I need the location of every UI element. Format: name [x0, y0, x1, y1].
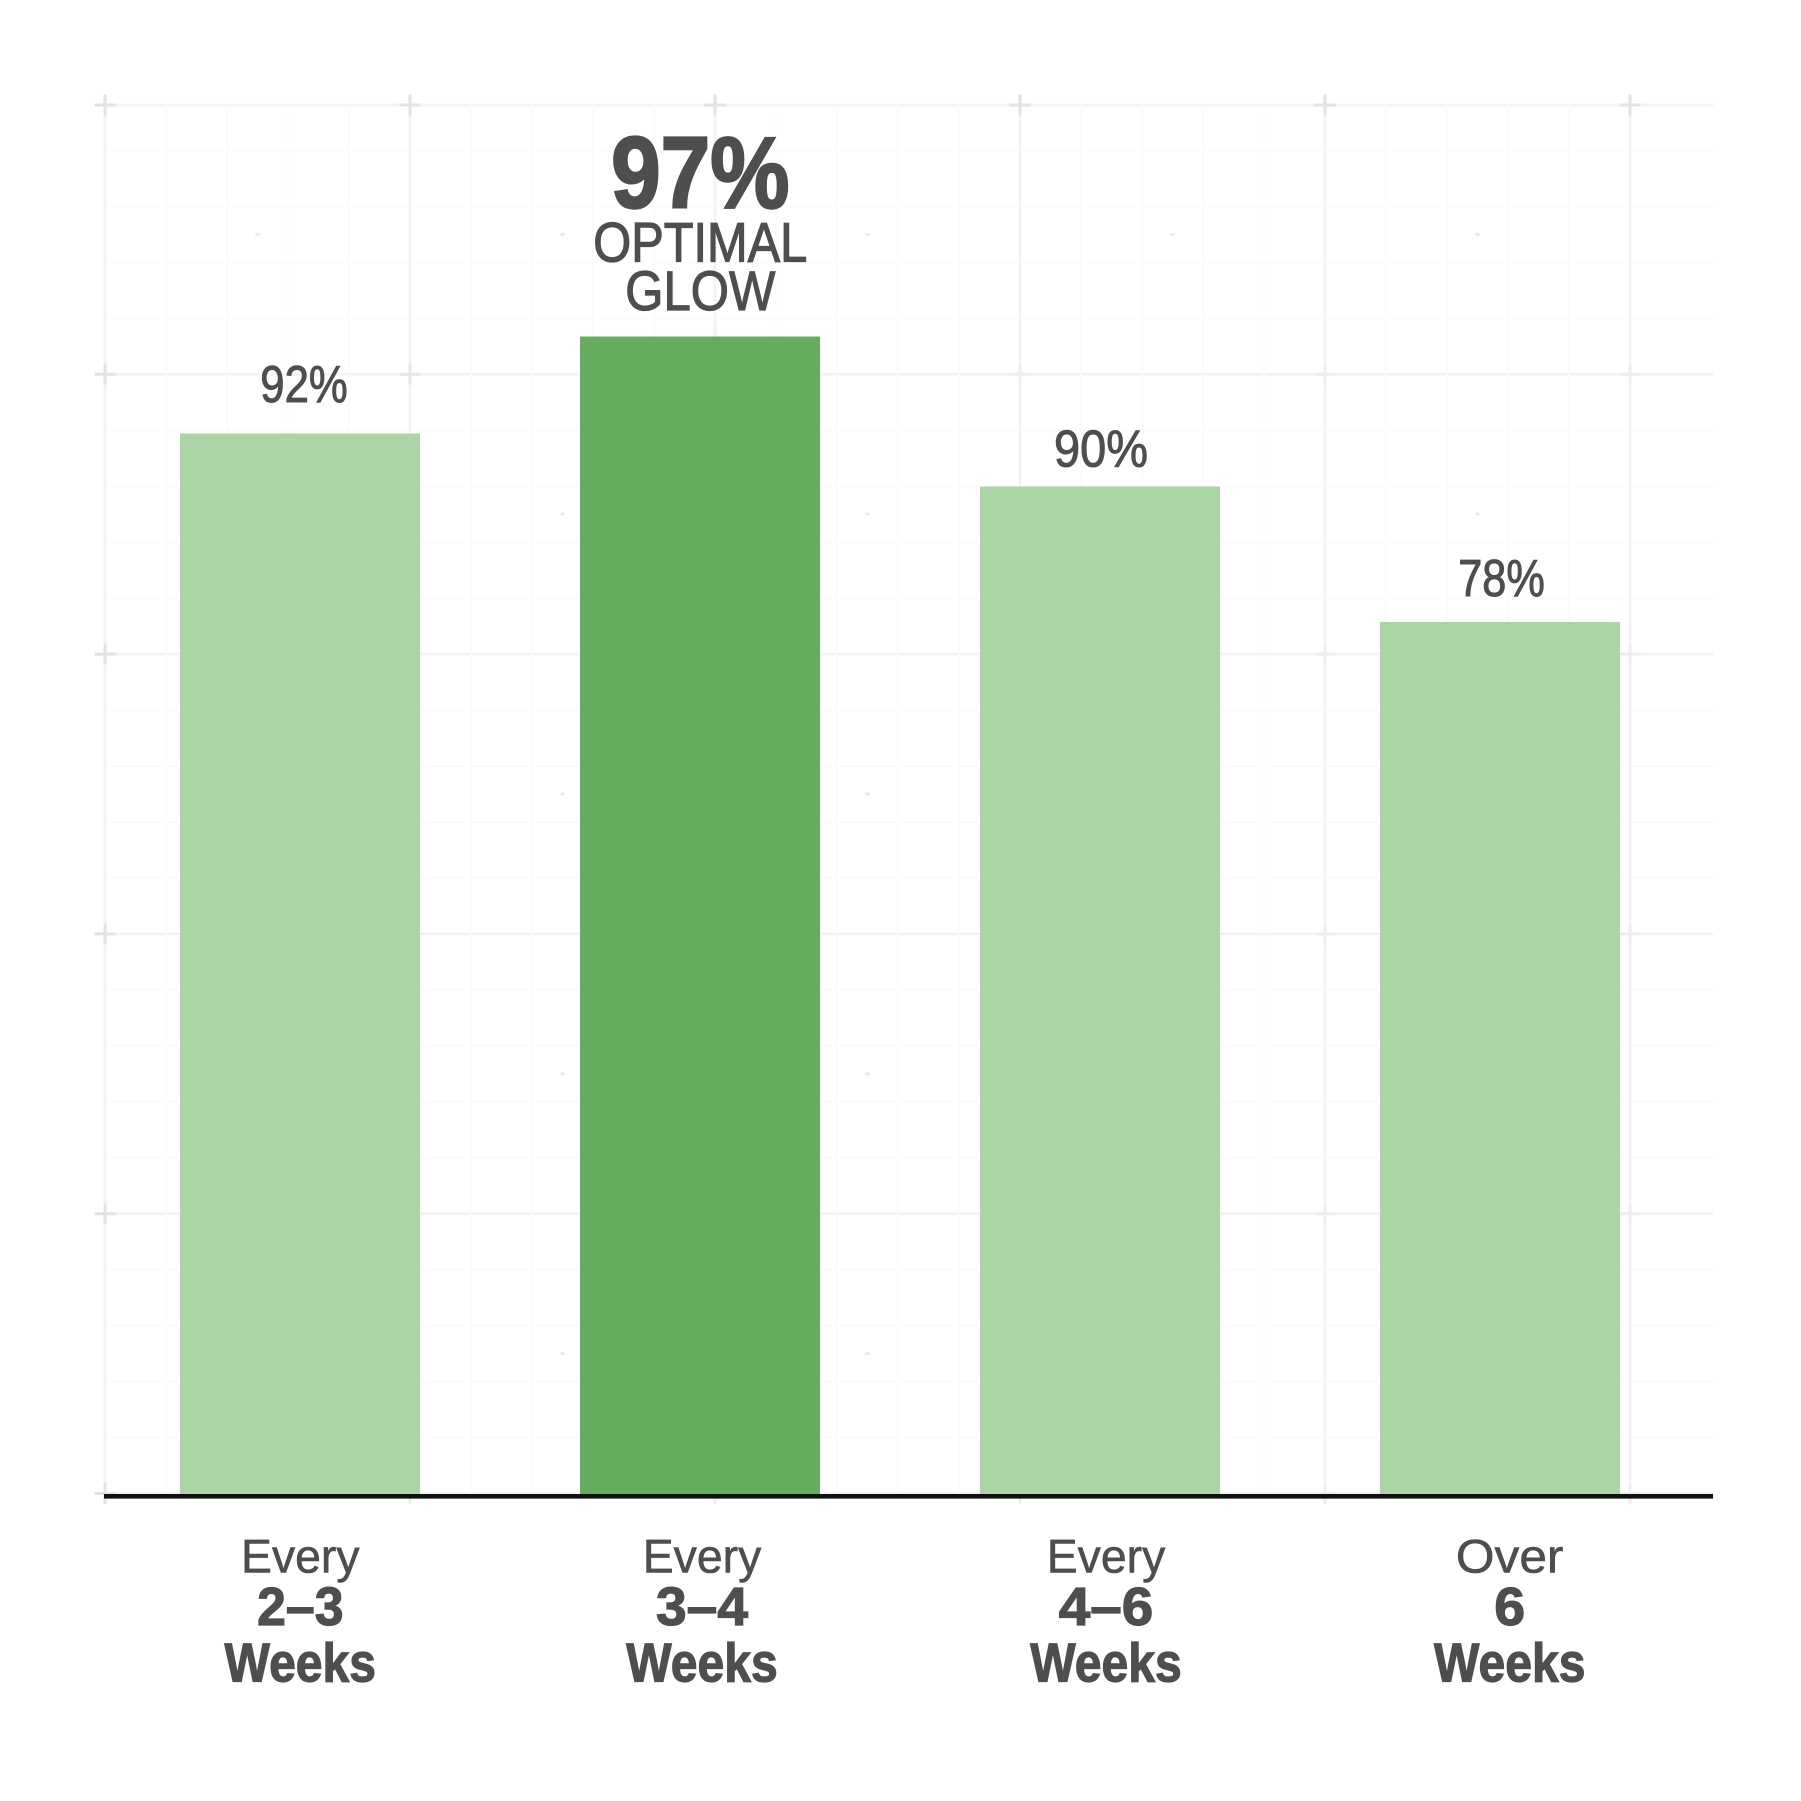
- svg-text:3–4: 3–4: [656, 1578, 748, 1637]
- svg-text:OPTIMAL: OPTIMAL: [593, 212, 807, 274]
- svg-text:Weeks: Weeks: [626, 1632, 778, 1693]
- svg-text:2–3: 2–3: [257, 1578, 343, 1637]
- svg-text:Weeks: Weeks: [1030, 1632, 1182, 1693]
- svg-text:78%: 78%: [1458, 550, 1545, 608]
- svg-text:4–6: 4–6: [1059, 1578, 1154, 1637]
- svg-text:6: 6: [1494, 1578, 1525, 1637]
- svg-text:Weeks: Weeks: [225, 1632, 377, 1693]
- svg-text:Over: Over: [1456, 1531, 1564, 1584]
- svg-text:Every: Every: [1047, 1531, 1166, 1584]
- svg-text:Every: Every: [241, 1531, 360, 1584]
- svg-text:90%: 90%: [1054, 421, 1148, 479]
- svg-text:Every: Every: [643, 1531, 762, 1584]
- svg-text:Weeks: Weeks: [1434, 1632, 1586, 1693]
- svg-text:GLOW: GLOW: [625, 260, 776, 322]
- svg-text:92%: 92%: [260, 355, 347, 413]
- svg-text:97%: 97%: [611, 117, 789, 229]
